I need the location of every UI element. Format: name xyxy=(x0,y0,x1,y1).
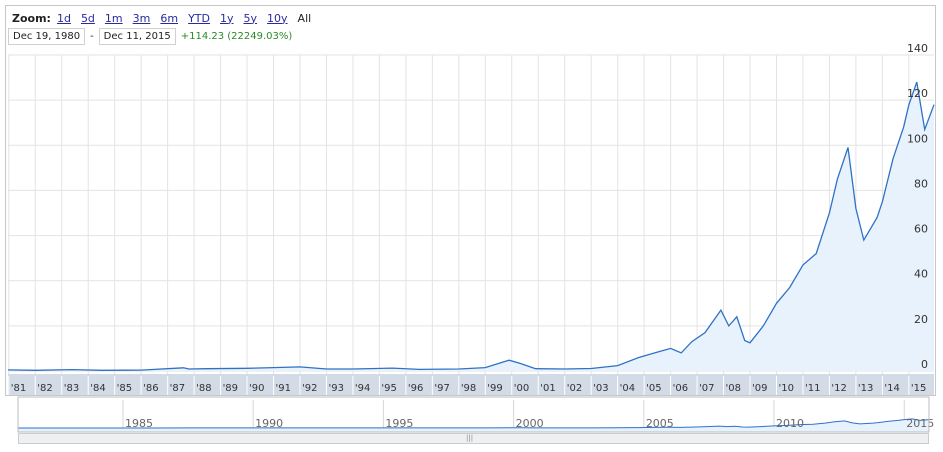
vertical-gridlines xyxy=(8,55,910,395)
x-tick-label: '82 xyxy=(37,383,52,394)
y-tick-label: 80 xyxy=(914,177,928,190)
scrollbar-grip-icon[interactable]: ||| xyxy=(466,434,474,442)
zoom-3m-link[interactable]: 3m xyxy=(132,11,151,25)
x-tick-label: '08 xyxy=(726,383,741,394)
y-tick-label: 20 xyxy=(914,313,928,326)
x-axis-band xyxy=(8,374,934,395)
x-tick-label: '92 xyxy=(302,383,317,394)
x-tick-label: '11 xyxy=(805,383,820,394)
zoom-10y-link[interactable]: 10y xyxy=(267,11,288,25)
zoom-bar: Zoom: 1d 5d 1m 3m 6m YTD 1y 5y 10y All xyxy=(12,11,311,25)
y-tick-label: 0 xyxy=(921,358,928,371)
end-date-field[interactable]: Dec 11, 2015 xyxy=(98,28,176,45)
start-date-field[interactable]: Dec 19, 1980 xyxy=(8,28,86,45)
x-tick-label: '81 xyxy=(11,383,26,394)
zoom-5d-link[interactable]: 5d xyxy=(80,11,95,25)
x-tick-label: '87 xyxy=(170,383,185,394)
x-tick-label: '89 xyxy=(223,383,238,394)
zoom-all-current: All xyxy=(297,11,312,25)
x-tick-label: '95 xyxy=(381,383,396,394)
x-tick-label: '85 xyxy=(117,383,132,394)
range-separator: - xyxy=(90,31,94,42)
price-area xyxy=(8,82,934,371)
x-tick-label: '07 xyxy=(699,383,714,394)
price-line xyxy=(7,81,935,371)
x-tick-label: '88 xyxy=(196,383,211,394)
navigator-scrollbar[interactable]: ||| xyxy=(18,433,929,444)
zoom-1y-link[interactable]: 1y xyxy=(220,11,234,25)
zoom-1m-link[interactable]: 1m xyxy=(104,11,123,25)
x-tick-label: '96 xyxy=(408,383,423,394)
x-tick-label: '98 xyxy=(461,383,476,394)
x-tick-label: '84 xyxy=(90,383,105,394)
x-tick-label: '01 xyxy=(540,383,555,394)
x-tick-label: '94 xyxy=(355,383,370,394)
x-tick-label: '90 xyxy=(249,383,264,394)
date-range-row: Dec 19, 1980 - Dec 11, 2015 +114.23 (222… xyxy=(8,28,292,45)
zoom-ytd-link[interactable]: YTD xyxy=(188,11,210,25)
x-tick-label: '15 xyxy=(911,383,926,394)
y-tick-label: 100 xyxy=(907,132,928,145)
x-tick-label: '13 xyxy=(858,383,873,394)
x-tick-label: '14 xyxy=(884,383,899,394)
zoom-label: Zoom: xyxy=(12,11,51,25)
x-tick-label: '00 xyxy=(514,383,529,394)
price-change: +114.23 (22249.03%) xyxy=(180,31,293,42)
x-tick-label: '05 xyxy=(646,383,661,394)
y-tick-label: 140 xyxy=(907,42,928,55)
zoom-6m-link[interactable]: 6m xyxy=(160,11,179,25)
y-tick-label: 120 xyxy=(907,87,928,100)
zoom-5y-link[interactable]: 5y xyxy=(243,11,258,25)
y-tick-label: 60 xyxy=(914,223,928,236)
x-axis-labels: '81 '82 '83 '84 '85 '86 '87 '88 '89 '90 '91 '92 '93 '… xyxy=(8,376,926,395)
x-tick-label: '03 xyxy=(593,383,608,394)
x-tick-label: '93 xyxy=(328,383,343,394)
x-tick-label: '83 xyxy=(64,383,79,394)
zoom-1d-link[interactable]: 1d xyxy=(56,11,71,25)
y-axis-labels: 0 20 40 60 80 100 120 140 xyxy=(907,42,928,371)
x-tick-label: '97 xyxy=(434,383,449,394)
x-tick-label: '09 xyxy=(752,383,767,394)
x-tick-label: '02 xyxy=(567,383,582,394)
x-tick-label: '04 xyxy=(620,383,635,394)
x-tick-label: '99 xyxy=(487,383,502,394)
x-tick-label: '06 xyxy=(673,383,688,394)
y-tick-label: 40 xyxy=(914,268,928,281)
x-tick-label: '86 xyxy=(143,383,158,394)
x-tick-label: '91 xyxy=(276,383,291,394)
x-tick-label: '12 xyxy=(831,383,846,394)
x-tick-label: '10 xyxy=(778,383,793,394)
